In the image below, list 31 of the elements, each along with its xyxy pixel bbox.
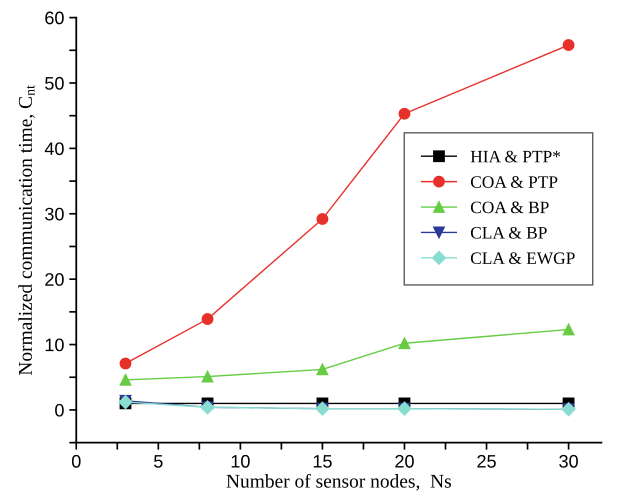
- point: [316, 213, 328, 225]
- point: [562, 324, 574, 336]
- legend-label: CLA & EWGP: [470, 252, 575, 264]
- legend-label: HIA & PTP*: [470, 150, 560, 162]
- y-tick-label: 50: [45, 76, 64, 90]
- point: [202, 370, 214, 382]
- y-tick-label: 30: [45, 208, 64, 220]
- x-axis-title: Number of sensor nodes, Ns: [226, 474, 451, 491]
- y-tick-label: 0: [55, 404, 64, 417]
- legend-label: COA & PTP: [470, 176, 558, 188]
- point: [398, 108, 410, 120]
- x-tick-label: 0: [72, 454, 81, 468]
- point: [398, 337, 410, 350]
- point: [202, 313, 214, 325]
- x-tick-label: 5: [154, 455, 163, 468]
- point: [316, 364, 328, 376]
- legend-label: CLA & BP: [470, 226, 547, 239]
- x-tick-label: 30: [559, 454, 578, 468]
- y-axis-title: Normalized communication time, C$_{nt}$: [18, 85, 35, 376]
- x-tick-label: 20: [395, 454, 414, 468]
- x-tick-label: 10: [232, 454, 250, 468]
- y-tick-label: 10: [46, 338, 64, 352]
- y-tick-label: 60: [45, 12, 64, 24]
- x-tick-label: 25: [477, 454, 496, 468]
- point: [120, 374, 132, 386]
- point: [562, 39, 574, 51]
- legend-label: COA & BP: [470, 202, 549, 214]
- y-tick-label: 40: [44, 142, 64, 156]
- y-tick-label: 20: [45, 273, 64, 286]
- point: [120, 358, 132, 370]
- x-tick-label: 15: [314, 455, 332, 468]
